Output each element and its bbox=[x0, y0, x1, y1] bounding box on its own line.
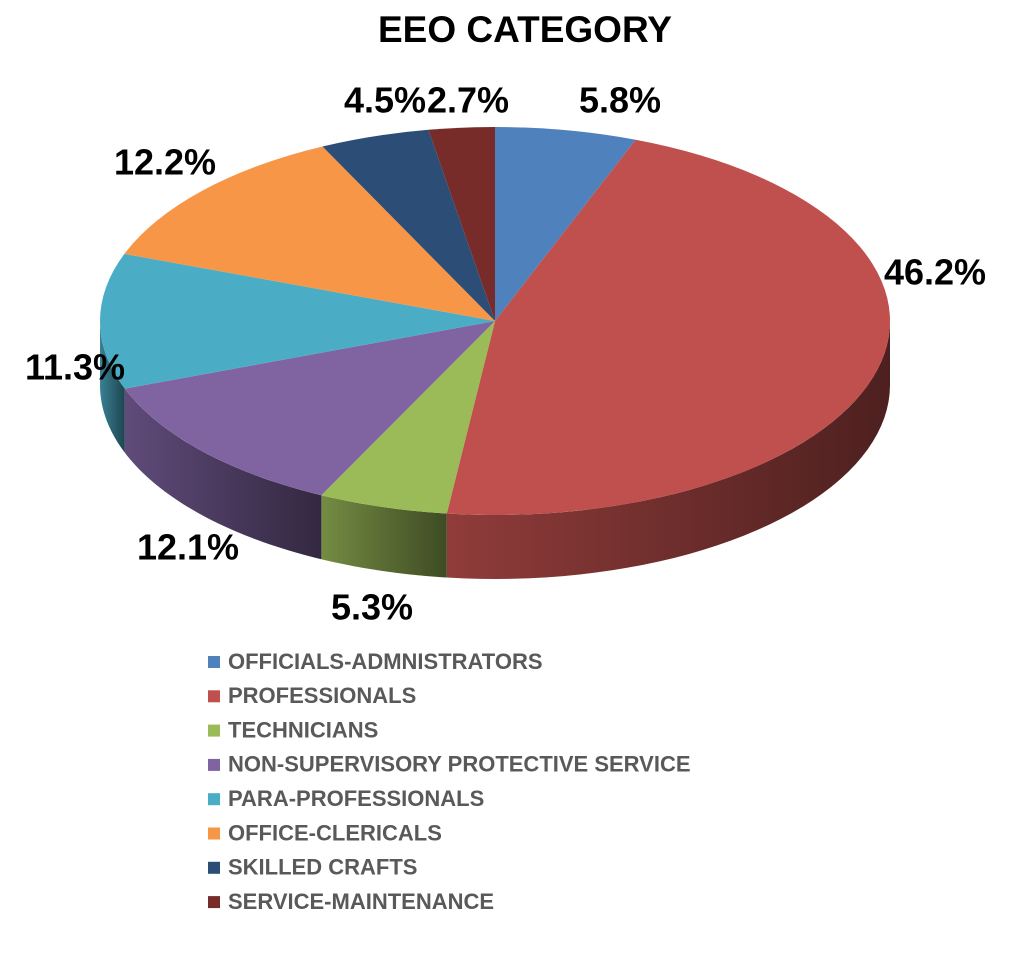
legend-marker bbox=[208, 758, 220, 771]
slice bbox=[495, 127, 636, 321]
slice-side bbox=[100, 321, 125, 453]
legend-label: SERVICE-MAINTENANCE bbox=[228, 889, 494, 914]
data-label: 12.2% bbox=[114, 142, 216, 183]
data-label: 4.5% bbox=[344, 80, 426, 121]
data-label: 2.7% bbox=[427, 80, 509, 121]
data-label: 12.1% bbox=[137, 527, 239, 568]
slice bbox=[321, 321, 495, 514]
legend-marker bbox=[208, 793, 220, 806]
data-label: 46.2% bbox=[884, 252, 986, 293]
slice-side bbox=[124, 388, 322, 560]
data-label: 5.3% bbox=[331, 587, 413, 628]
legend-marker bbox=[208, 861, 220, 874]
slice-side bbox=[321, 495, 447, 578]
chart-title: EEO CATEGORY bbox=[378, 9, 672, 50]
legend-label: OFFICIALS-ADMNISTRATORS bbox=[228, 649, 543, 674]
legend-label: NON-SUPERVISORY PROTECTIVE SERVICE bbox=[228, 752, 691, 777]
slice bbox=[99, 253, 496, 389]
data-label: 11.3% bbox=[25, 347, 125, 388]
legend-label: OFFICE-CLERICALS bbox=[228, 820, 442, 845]
legend-marker bbox=[208, 690, 220, 703]
slice bbox=[322, 129, 495, 321]
slice bbox=[124, 146, 495, 321]
legend-label: SKILLED CRAFTS bbox=[228, 855, 417, 880]
legend-label: PROFESSIONALS bbox=[228, 683, 416, 708]
legend-marker bbox=[208, 827, 220, 840]
slice bbox=[124, 321, 496, 496]
slice bbox=[428, 127, 495, 321]
slice bbox=[446, 139, 890, 515]
legend-label: TECHNICIANS bbox=[228, 717, 378, 742]
legend-marker bbox=[208, 724, 220, 737]
data-label: 5.8% bbox=[579, 80, 661, 121]
slice-side bbox=[446, 321, 890, 579]
legend-label: PARA-PROFESSIONALS bbox=[228, 786, 484, 811]
legend-marker bbox=[208, 896, 220, 909]
legend-marker bbox=[208, 656, 220, 668]
